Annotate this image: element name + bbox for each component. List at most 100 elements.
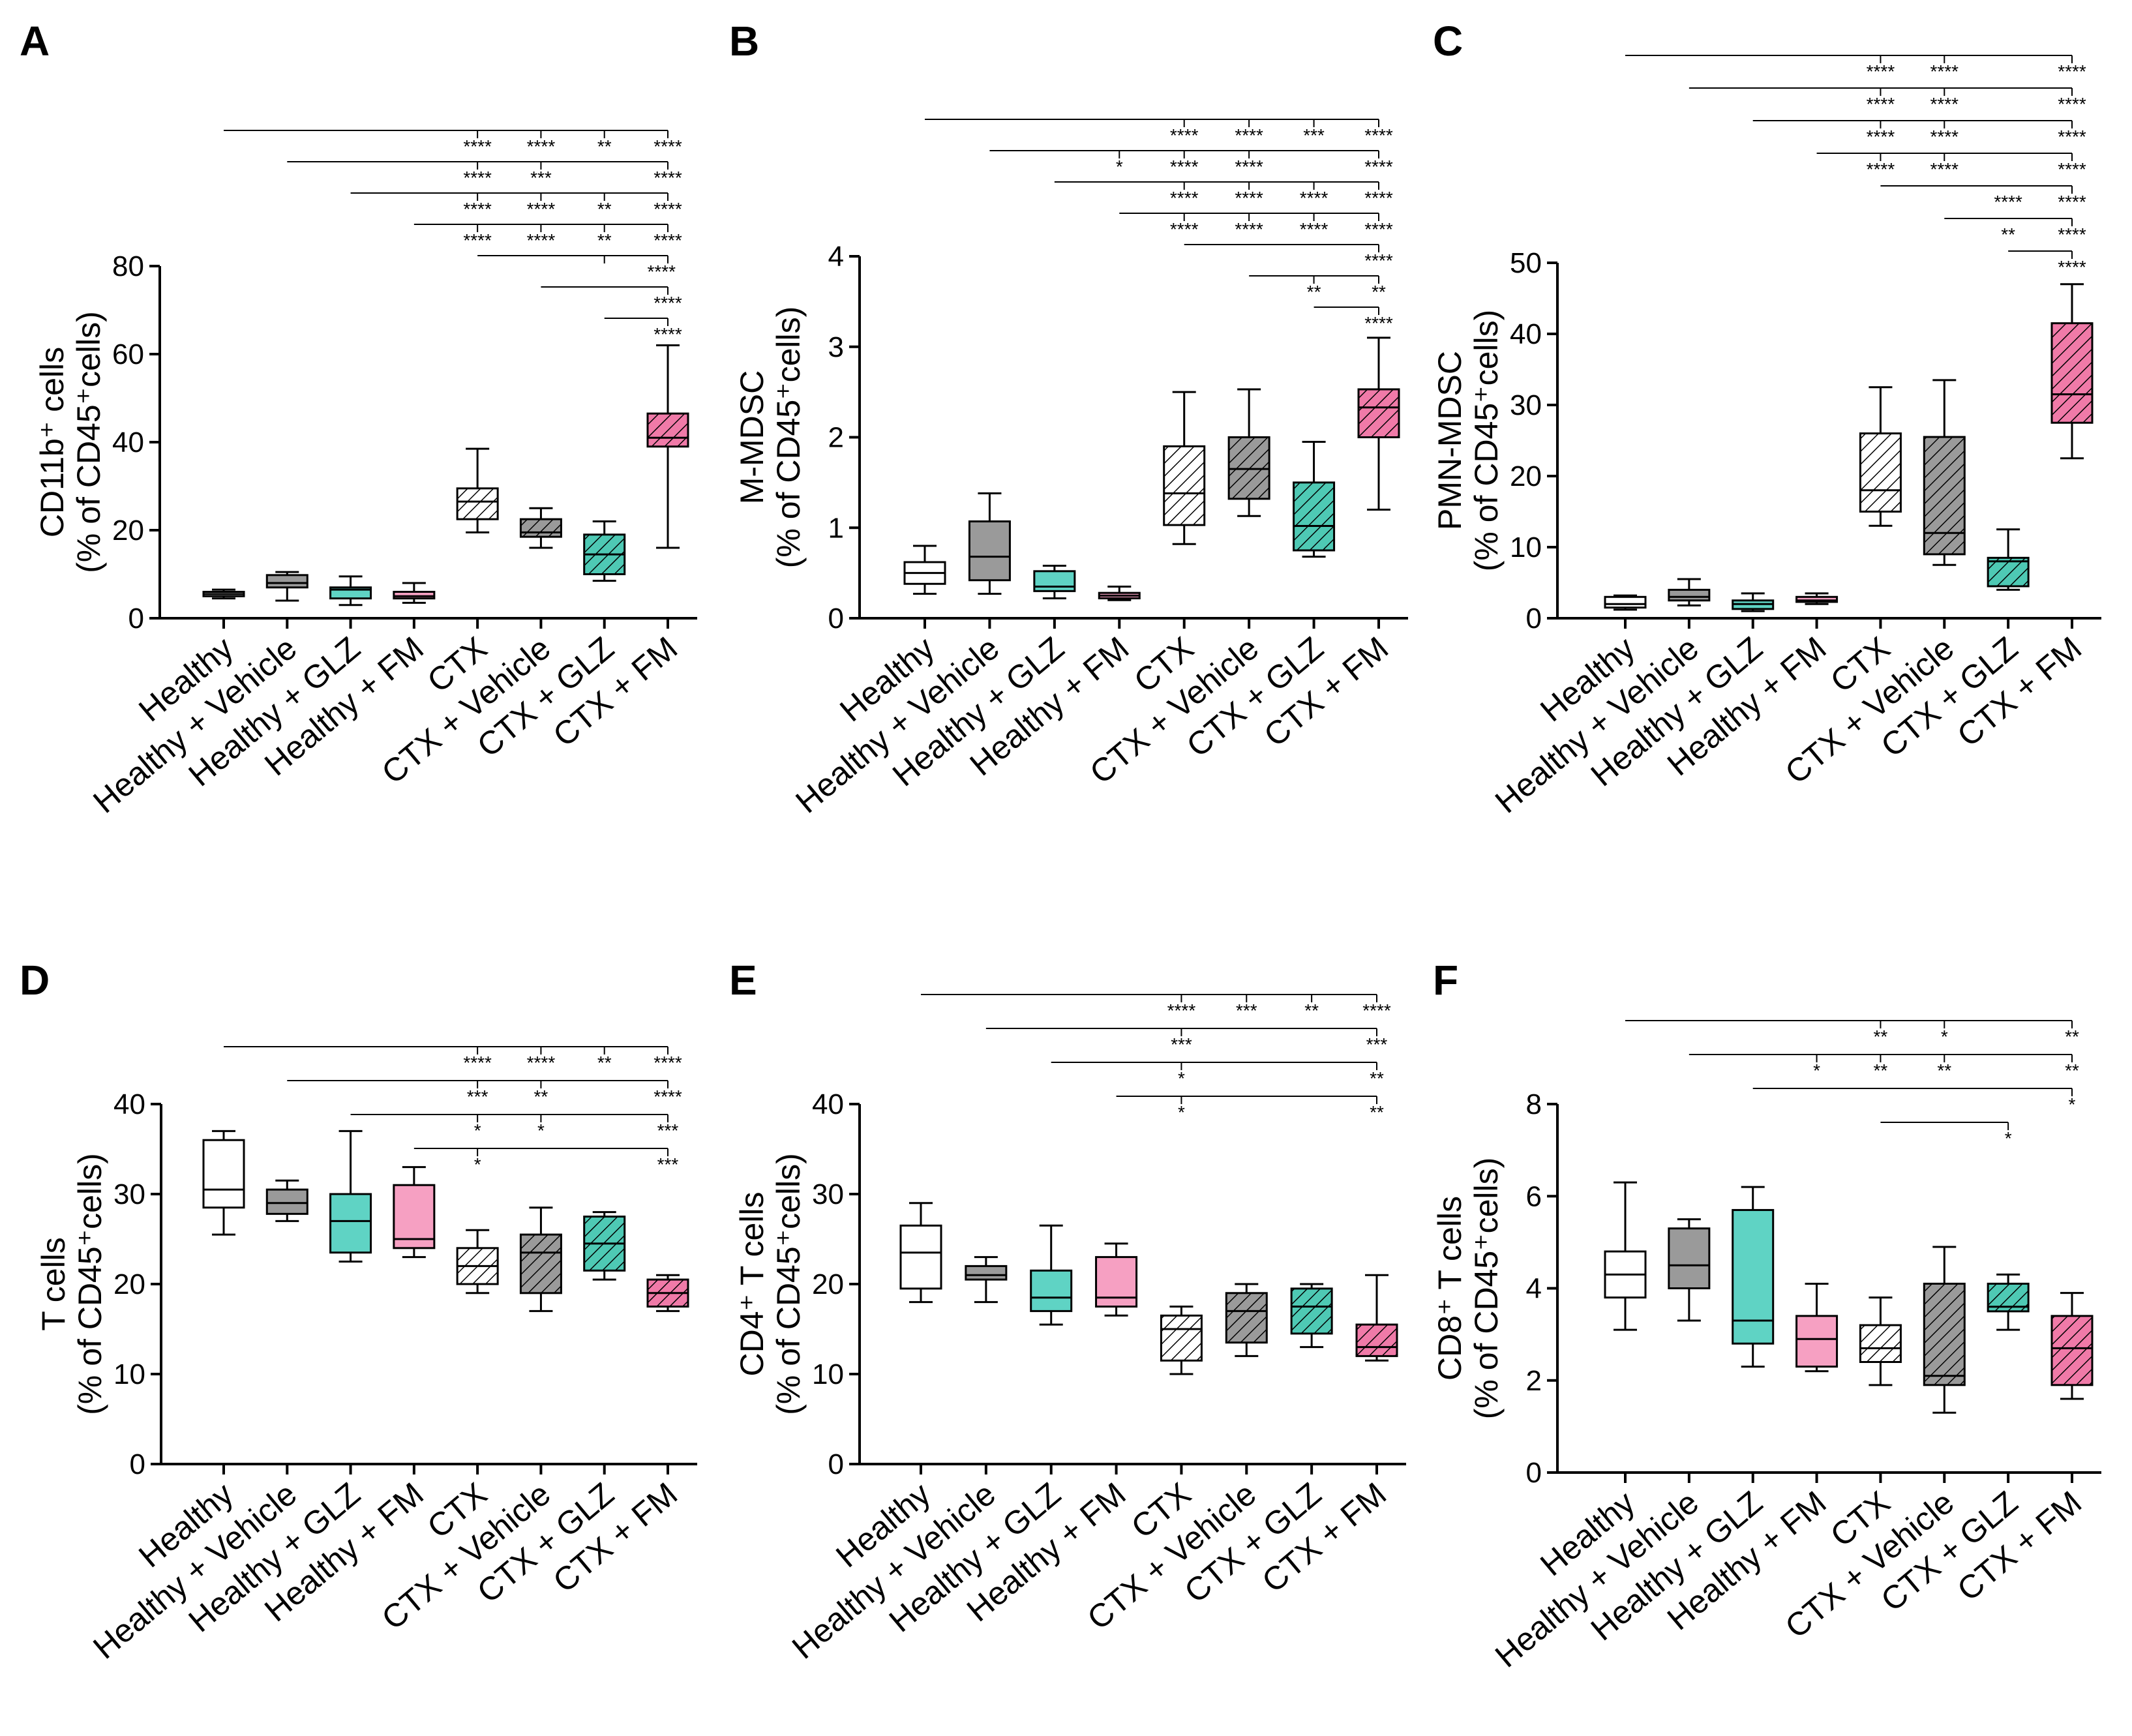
box-7: CTX + FM xyxy=(1951,1292,2094,1608)
y-axis-subtitle: (% of CD45⁺cells) xyxy=(70,311,107,573)
significance-bracket: ****** xyxy=(1944,218,2086,245)
y-tick-label: 0 xyxy=(828,1448,844,1480)
y-tick-label: 4 xyxy=(828,241,844,273)
box-iqr xyxy=(1987,556,2030,588)
significance-stars: **** xyxy=(653,1086,682,1107)
significance-stars: **** xyxy=(653,1053,682,1073)
significance-stars: * xyxy=(1116,157,1123,177)
significance-bracket: * ** xyxy=(1116,1096,1384,1122)
y-tick-label: 50 xyxy=(1510,247,1542,279)
significance-stars: **** xyxy=(1235,157,1263,177)
y-tick-label: 6 xyxy=(1526,1180,1542,1212)
y-tick-label: 10 xyxy=(812,1358,844,1390)
box-iqr xyxy=(1604,595,1647,609)
box-7: CTX + FM xyxy=(547,1274,689,1600)
box-iqr xyxy=(202,1139,245,1209)
y-axis-title: CD4⁺ T cells xyxy=(734,1192,770,1377)
significance-stars: ** xyxy=(2001,224,2015,245)
significance-stars: **** xyxy=(1867,94,1895,114)
y-axis-subtitle: (% of CD45⁺cells) xyxy=(1468,1158,1505,1420)
significance-stars: * xyxy=(537,1120,545,1141)
box-iqr xyxy=(1732,1208,1775,1345)
significance-stars: ** xyxy=(1874,1060,1888,1081)
box-iqr xyxy=(1923,436,1966,556)
significance-bracket: **** **** **** xyxy=(1625,55,2086,82)
box-iqr xyxy=(2050,1315,2094,1386)
significance-bracket: **** **** xyxy=(1880,185,2086,212)
significance-bracket: ***** xyxy=(350,1114,678,1141)
significance-stars: **** xyxy=(1170,219,1199,239)
panel-letter: E xyxy=(729,957,757,1004)
significance-stars: * xyxy=(474,1154,481,1175)
significance-bracket: **** **** ** **** xyxy=(350,192,682,219)
box-iqr xyxy=(1795,1315,1839,1368)
y-tick-label: 4 xyxy=(1526,1273,1542,1305)
box-iqr xyxy=(1357,388,1400,439)
significance-stars: **** xyxy=(1867,61,1895,82)
significance-bracket: **** **** ** **** xyxy=(413,224,682,250)
box-iqr xyxy=(393,1184,436,1250)
y-tick-label: 20 xyxy=(112,515,144,546)
significance-stars: **** xyxy=(653,293,682,313)
significance-stars: **** xyxy=(1170,125,1199,145)
significance-stars: * xyxy=(2069,1094,2076,1115)
significance-stars: **** xyxy=(527,136,556,157)
significance-stars: **** xyxy=(653,168,682,188)
significance-stars: **** xyxy=(1170,157,1199,177)
box-iqr xyxy=(519,1233,562,1295)
y-tick-label: 30 xyxy=(1510,389,1542,421)
significance-bracket: **** **** **** xyxy=(1689,87,2086,114)
y-axis-subtitle: (% of CD45⁺cells) xyxy=(770,307,807,569)
box-iqr xyxy=(1163,445,1206,526)
significance-stars: **** xyxy=(527,199,556,219)
y-tick-label: 10 xyxy=(113,1358,145,1390)
significance-stars: **** xyxy=(1364,313,1393,333)
y-tick-label: 0 xyxy=(1526,1457,1542,1489)
significance-stars: * xyxy=(474,1120,481,1141)
box-iqr xyxy=(1668,1227,1711,1289)
significance-stars: *** xyxy=(467,1086,488,1107)
y-axis-title: CD11b⁺ cells xyxy=(34,347,70,537)
panel-e: E 0 10 20 30 40 CD4⁺ T cells (% of CD45⁺cells) H… xyxy=(729,957,1406,1666)
significance-stars: **** xyxy=(463,1053,492,1073)
y-tick-label: 0 xyxy=(130,1448,145,1480)
y-tick-label: 3 xyxy=(828,331,844,363)
significance-bracket: **** xyxy=(413,1148,678,1175)
y-axis-title: CD8⁺ T cells xyxy=(1432,1196,1468,1381)
box-4: CTX xyxy=(1124,1306,1203,1546)
significance-stars: **** xyxy=(527,1053,556,1073)
y-tick-label: 40 xyxy=(1510,318,1542,350)
y-axis-subtitle: (% of CD45⁺cells) xyxy=(770,1153,807,1415)
box-0: Healthy xyxy=(829,1202,942,1574)
y-tick-label: 2 xyxy=(1526,1365,1542,1397)
significance-stars: **** xyxy=(1170,188,1199,208)
box-iqr xyxy=(1859,432,1902,513)
significance-stars: **** xyxy=(463,136,492,157)
significance-stars: ** xyxy=(597,230,612,250)
significance-bracket: **** **** *** **** xyxy=(925,119,1393,145)
significance-stars: **** xyxy=(2058,224,2086,245)
box-iqr xyxy=(329,1193,372,1254)
significance-stars: **** xyxy=(1994,192,2022,212)
significance-stars: **** xyxy=(1930,127,1959,147)
significance-bracket: **** **** ** **** xyxy=(224,1046,682,1073)
panel-f: F 0 2 4 6 8 CD8⁺ T cells (% of CD45⁺cells) Healt… xyxy=(1432,957,2101,1675)
significance-stars: **** xyxy=(1930,61,1959,82)
significance-bracket: **** **** **** **** xyxy=(1054,181,1393,208)
significance-bracket: **** xyxy=(2008,250,2086,277)
box-iqr xyxy=(1293,481,1336,552)
significance-stars: **** xyxy=(1930,159,1959,179)
y-axis-title: M-MDSC xyxy=(734,370,770,505)
panel-letter: F xyxy=(1433,957,1458,1004)
y-tick-label: 80 xyxy=(112,250,144,282)
significance-stars: **** xyxy=(2058,61,2086,82)
significance-bracket: **** xyxy=(1314,307,1393,333)
box-iqr xyxy=(1030,1269,1073,1312)
box-iqr xyxy=(2050,322,2094,424)
panel-d: D 0 10 20 30 40 T cells (% of CD45⁺cells) Health… xyxy=(20,957,697,1666)
significance-stars: * xyxy=(1178,1102,1185,1122)
y-tick-label: 60 xyxy=(112,338,144,370)
significance-stars: **** xyxy=(653,136,682,157)
box-iqr xyxy=(968,520,1011,582)
y-axis-title: T cells xyxy=(35,1237,72,1331)
